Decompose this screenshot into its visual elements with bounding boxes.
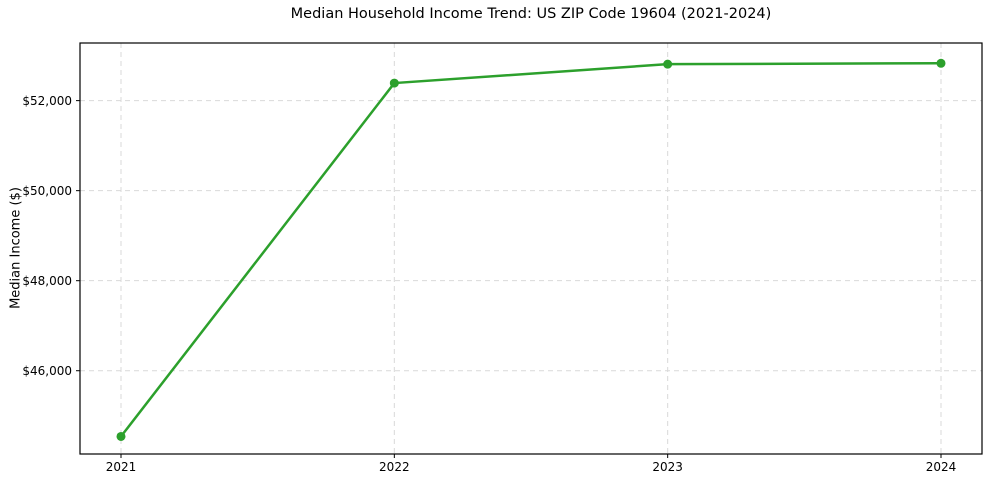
data-point-marker [663, 59, 673, 69]
data-point-marker [936, 58, 946, 68]
x-tick-label: 2024 [926, 460, 957, 474]
data-point-marker [116, 431, 126, 441]
data-point-marker [389, 78, 399, 88]
y-tick-label: $46,000 [22, 364, 72, 378]
y-tick-label: $52,000 [22, 94, 72, 108]
x-tick-label: 2023 [652, 460, 683, 474]
x-tick-label: 2021 [106, 460, 137, 474]
chart-title: Median Household Income Trend: US ZIP Co… [290, 6, 772, 22]
y-tick-label: $50,000 [22, 184, 72, 198]
x-tick-label: 2022 [379, 460, 410, 474]
plot-border [79, 42, 983, 455]
y-tick-label: $48,000 [22, 274, 72, 288]
trend-line [119, 62, 943, 438]
